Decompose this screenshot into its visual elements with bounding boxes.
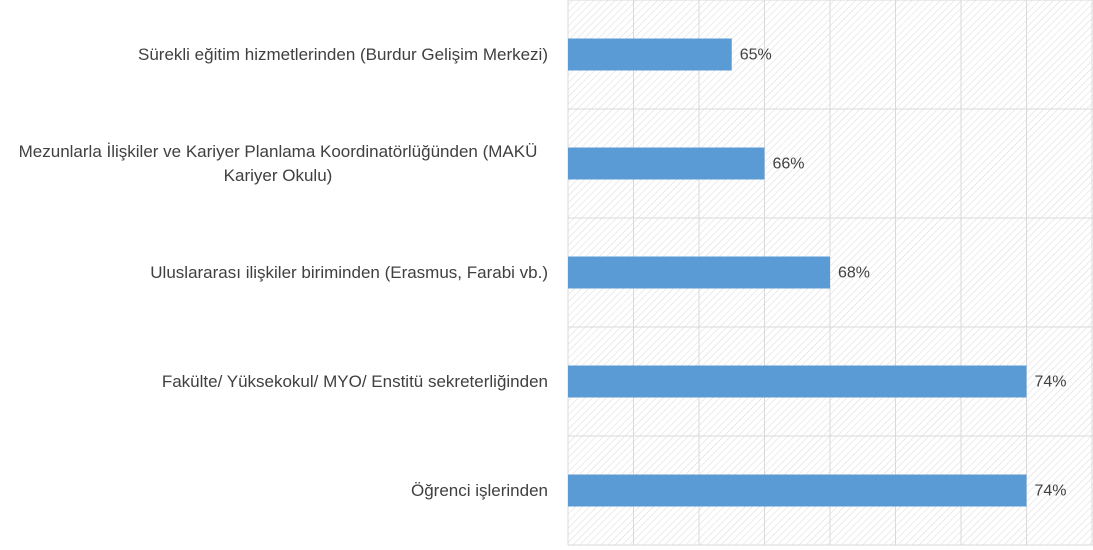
category-label: Mezunlarla İlişkiler ve Kariyer Planlama… [18,141,538,185]
bar [568,147,765,180]
data-label: 74% [1035,483,1067,500]
bar [568,365,1027,398]
data-label: 74% [1035,374,1067,391]
data-label: 66% [773,156,805,173]
bar [568,256,830,289]
data-label: 65% [740,47,772,64]
category-label: Fakülte/ Yüksekokul/ MYO/ Enstitü sekret… [161,371,548,391]
bar [568,38,732,71]
bar [568,474,1027,507]
category-label: Öğrenci işlerinden [410,480,548,500]
category-label: Uluslararası ilişkiler biriminden (Erasm… [150,262,548,282]
category-label: Sürekli eğitim hizmetlerinden (Burdur Ge… [137,44,548,64]
data-label: 68% [838,265,870,282]
